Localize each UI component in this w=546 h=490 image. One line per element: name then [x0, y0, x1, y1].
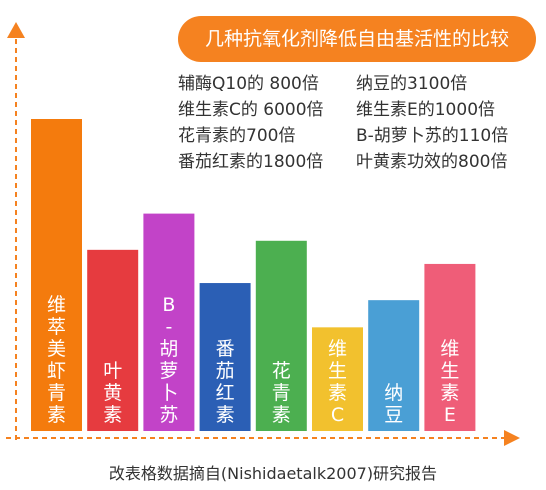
- bar: [312, 327, 363, 431]
- bar: [368, 300, 420, 431]
- chart-title: 几种抗氧化剂降低自由基活性的比较: [178, 16, 536, 62]
- bar-label: 维生素 C: [328, 338, 347, 426]
- comparison-list: 辅酶Q10的 800倍 纳豆的3100倍 维生素C的 6000倍 维生素E的10…: [178, 72, 524, 175]
- comparison-text: B-胡萝卜苏的110倍: [356, 126, 509, 146]
- comparison-text: 维生素E的1000倍: [356, 100, 496, 120]
- comparison-text: 辅酶Q10的 800倍: [178, 74, 319, 94]
- bar-label: 番茄红素: [216, 338, 235, 426]
- bar: [199, 283, 251, 431]
- bar: [424, 263, 476, 431]
- comparison-text: 番茄红素的1800倍: [178, 152, 324, 172]
- comparison-text: 维生素C的 6000倍: [178, 100, 324, 120]
- y-axis-arrow-icon: [7, 22, 25, 38]
- source-note: 改表格数据摘自(Nishidaetalk2007)研究报告: [108, 464, 438, 483]
- bar-label: 花青素: [272, 360, 291, 426]
- bar: [87, 249, 139, 431]
- comparison-text: 花青素的700倍: [178, 126, 296, 146]
- bar: [143, 213, 195, 431]
- bar-label: 纳豆: [384, 382, 403, 426]
- bar-label: 维生素 E: [440, 338, 459, 426]
- chart-axes: [6, 22, 520, 446]
- bar: [255, 240, 307, 431]
- bar-label: 维萃美虾青素: [47, 294, 66, 426]
- comparison-text: 纳豆的3100倍: [356, 74, 468, 94]
- comparison-text: 叶黄素功效的800倍: [356, 152, 508, 172]
- bar-label: B -胡萝卜苏: [159, 294, 178, 426]
- bar-label: 叶黄素: [103, 360, 122, 426]
- x-axis-arrow-icon: [504, 430, 520, 446]
- bar: [31, 119, 82, 431]
